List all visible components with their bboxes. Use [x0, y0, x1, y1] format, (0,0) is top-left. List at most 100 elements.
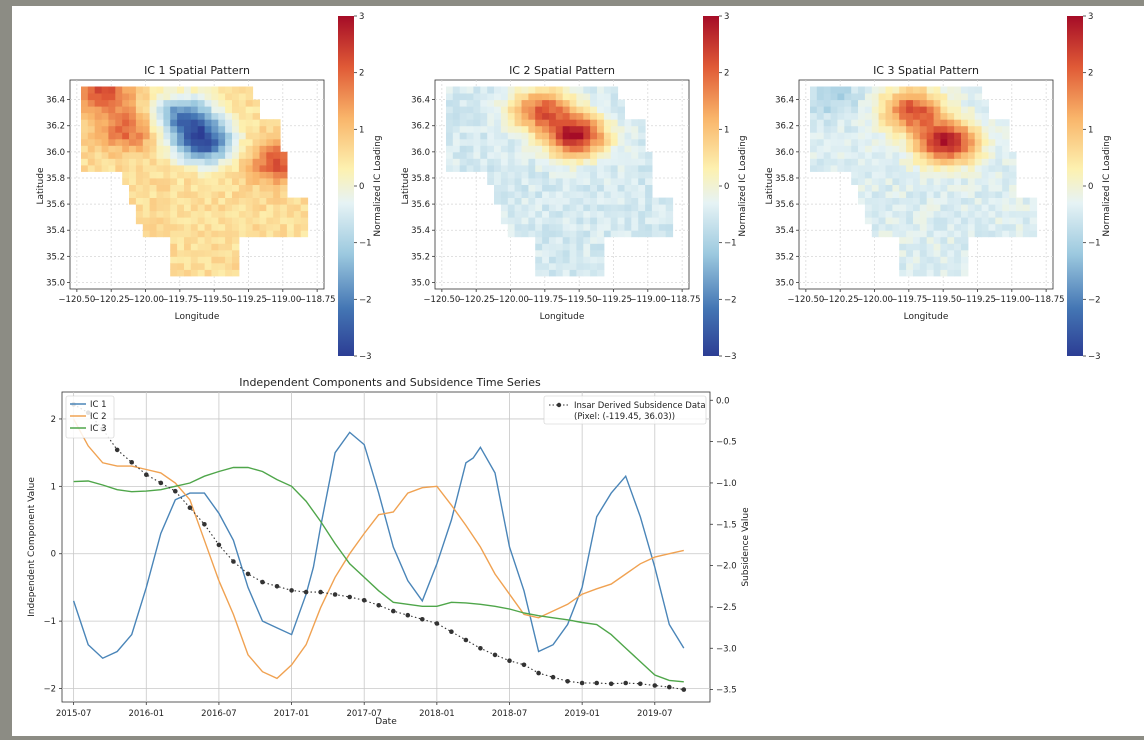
map-cell: [899, 132, 907, 140]
map-ytick-label: 35.2: [775, 252, 794, 262]
map-cell: [583, 191, 591, 198]
map-cell: [204, 112, 212, 120]
map-cell: [1002, 151, 1010, 159]
map-cell: [617, 125, 625, 133]
map-cell: [603, 158, 612, 166]
map-cell: [1015, 197, 1024, 205]
map-cell: [184, 204, 192, 212]
map-cell: [528, 93, 536, 101]
map-cell: [149, 184, 157, 192]
map-cell: [452, 99, 461, 107]
map-cell: [94, 145, 103, 153]
map-cell: [624, 184, 632, 192]
map-cell: [535, 256, 543, 264]
map-cell: [638, 197, 646, 205]
map-cell: [542, 191, 550, 198]
map-cell: [837, 119, 845, 127]
map-cell: [576, 184, 584, 192]
map-cell: [631, 145, 639, 153]
map-cell: [177, 210, 185, 218]
map-cell: [108, 132, 116, 140]
map-cell: [597, 223, 605, 231]
map-cell: [487, 178, 495, 185]
map-cell: [542, 262, 550, 270]
map-cell: [610, 145, 619, 153]
map-cell: [885, 210, 893, 218]
map-cell: [603, 86, 612, 94]
map-cell: [218, 223, 226, 231]
map-cell: [252, 204, 260, 212]
map-cell: [273, 132, 281, 140]
map-cell: [190, 132, 199, 140]
map-cell: [926, 184, 935, 192]
map-xtick-label: −120.50: [787, 295, 824, 305]
map-cell: [569, 119, 577, 127]
map-cell: [245, 171, 254, 179]
map-cell: [494, 191, 502, 198]
colorbar-tick-label: −2: [359, 295, 372, 305]
map-cell: [919, 269, 928, 277]
map-cell: [974, 184, 983, 192]
map-cell: [933, 93, 941, 101]
map-cell: [610, 119, 619, 127]
map-cell: [631, 125, 639, 133]
map-cell: [170, 86, 178, 94]
map-cell: [190, 158, 199, 166]
ic2-map-panel: IC 2 Spatial Pattern −120.50−120.25−120.…: [401, 12, 748, 362]
map-cell: [177, 151, 185, 159]
ic3-map-panel: IC 3 Spatial Pattern −120.50−120.25−120.…: [765, 12, 1112, 362]
map-cell: [190, 204, 199, 212]
colorbar-tick-label: −1: [359, 239, 372, 249]
map-cell: [906, 171, 914, 179]
map-cell: [638, 217, 646, 225]
map-cell: [500, 86, 509, 94]
map-cell: [899, 93, 907, 101]
map-cell: [81, 138, 89, 146]
map-cell: [665, 223, 674, 231]
map-cell: [899, 217, 907, 225]
map-cell: [197, 217, 206, 225]
map-cell: [177, 171, 185, 179]
map-cell: [961, 217, 969, 225]
map-cell: [988, 145, 996, 153]
map-cell: [830, 151, 838, 159]
map-cell: [624, 191, 632, 198]
map-cell: [1002, 230, 1010, 238]
map-cell: [514, 151, 522, 159]
map-cell: [617, 217, 625, 225]
map-cell: [252, 138, 260, 146]
map-cell: [919, 204, 928, 212]
map-cell: [967, 99, 976, 107]
map-cell: [87, 125, 96, 133]
map-cell: [204, 210, 212, 218]
map-cell: [535, 158, 543, 166]
map-cell: [878, 210, 886, 218]
map-cell: [981, 184, 989, 192]
map-cell: [94, 106, 103, 114]
map-cell: [521, 230, 529, 238]
map-cell: [583, 112, 591, 120]
map-cell: [507, 119, 516, 127]
map-cell: [961, 197, 969, 205]
map-cell: [878, 125, 886, 133]
map-cell: [101, 151, 109, 159]
map-cell: [232, 145, 240, 153]
map-cell: [286, 204, 295, 212]
map-cell: [906, 86, 914, 94]
map-cell: [452, 164, 461, 172]
map-cell: [871, 119, 880, 127]
map-xtick-label: −119.00: [993, 295, 1030, 305]
map-cell: [218, 171, 226, 179]
map-cell: [555, 204, 564, 212]
map-cell: [974, 210, 983, 218]
map-cell: [252, 125, 260, 133]
map-cell: [569, 125, 577, 133]
map-cell: [858, 99, 866, 107]
map-cell: [197, 151, 206, 159]
map-cell: [816, 132, 825, 140]
map-cell: [218, 125, 226, 133]
map-cell: [954, 217, 962, 225]
map-cell: [149, 204, 157, 212]
map-cell: [933, 164, 941, 172]
map-cell: [549, 223, 557, 231]
